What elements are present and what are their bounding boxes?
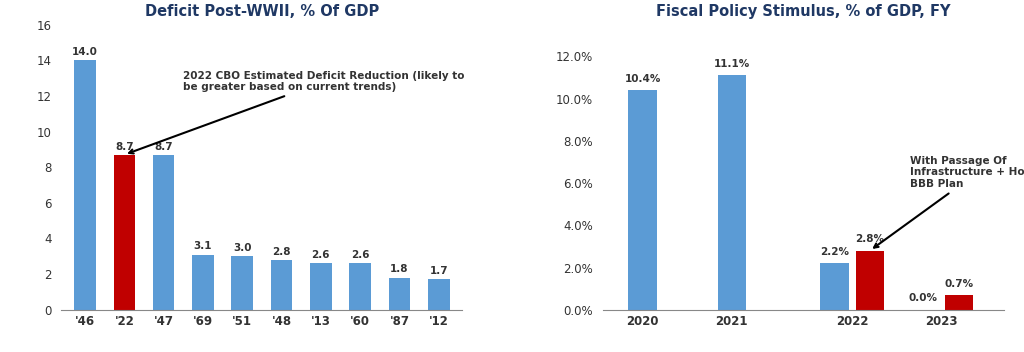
Bar	[389, 278, 411, 310]
Bar	[718, 75, 746, 310]
Bar	[945, 295, 973, 310]
Text: 0.7%: 0.7%	[944, 279, 974, 289]
Text: 3.0: 3.0	[233, 243, 252, 253]
Text: 2.6: 2.6	[351, 250, 370, 260]
Bar	[629, 90, 657, 310]
Bar	[820, 263, 849, 310]
Text: 8.7: 8.7	[155, 142, 173, 151]
Bar	[114, 155, 135, 310]
Text: With Passage Of
Infrastructure + House
BBB Plan: With Passage Of Infrastructure + House B…	[874, 156, 1024, 247]
Text: 8.7: 8.7	[115, 142, 134, 151]
Text: 14.0: 14.0	[72, 47, 98, 57]
Text: 3.1: 3.1	[194, 241, 212, 251]
Bar	[270, 260, 292, 310]
Text: 2022 CBO Estimated Deficit Reduction (likely to
be greater based on current tren: 2022 CBO Estimated Deficit Reduction (li…	[129, 71, 465, 153]
Bar	[153, 155, 174, 310]
Text: 0.0%: 0.0%	[909, 294, 938, 303]
Text: 2.6: 2.6	[311, 250, 330, 260]
Bar	[231, 256, 253, 310]
Text: 1.8: 1.8	[390, 264, 409, 275]
Bar	[193, 254, 214, 310]
Bar	[428, 279, 450, 310]
Bar	[310, 263, 332, 310]
Text: 2.8: 2.8	[272, 247, 291, 257]
Bar	[74, 60, 96, 310]
Text: 1.7: 1.7	[429, 266, 449, 276]
Title: Fiscal Policy Stimulus, % of GDP, FY: Fiscal Policy Stimulus, % of GDP, FY	[655, 4, 950, 19]
Text: 2.2%: 2.2%	[820, 247, 849, 257]
Bar	[349, 263, 371, 310]
Text: 2.8%: 2.8%	[855, 234, 885, 244]
Bar	[856, 251, 884, 310]
Text: 10.4%: 10.4%	[625, 74, 660, 84]
Title: Largest Reduction In US Federal Budget
Deficit Post-WWII, % Of GDP: Largest Reduction In US Federal Budget D…	[96, 0, 428, 19]
Text: 11.1%: 11.1%	[714, 59, 750, 69]
